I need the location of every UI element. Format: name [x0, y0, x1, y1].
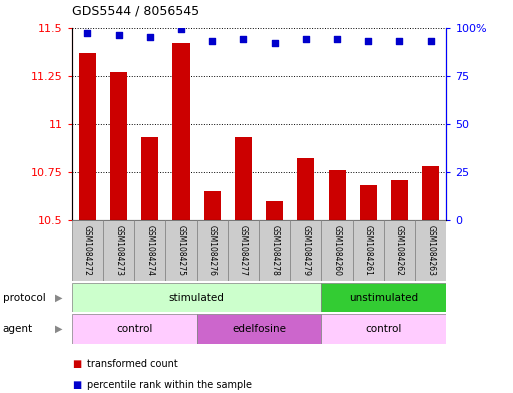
Bar — [196, 314, 322, 344]
Bar — [72, 314, 196, 344]
Text: GSM1084261: GSM1084261 — [364, 225, 373, 276]
Bar — [204, 191, 221, 220]
Bar — [322, 220, 353, 281]
Point — [146, 34, 154, 40]
Point — [114, 32, 123, 39]
Bar — [72, 283, 322, 312]
Bar — [172, 43, 190, 220]
Bar — [298, 158, 314, 220]
Text: ▶: ▶ — [55, 293, 63, 303]
Point — [427, 38, 435, 44]
Point — [302, 36, 310, 42]
Text: GSM1084272: GSM1084272 — [83, 225, 92, 276]
Text: GSM1084263: GSM1084263 — [426, 225, 435, 276]
Bar — [235, 137, 252, 220]
Bar — [228, 220, 259, 281]
Bar — [360, 185, 377, 220]
Bar — [110, 72, 127, 220]
Point — [396, 38, 404, 44]
Bar — [266, 201, 283, 220]
Bar — [328, 170, 346, 220]
Text: stimulated: stimulated — [169, 293, 225, 303]
Bar — [391, 180, 408, 220]
Text: GSM1084276: GSM1084276 — [208, 225, 217, 276]
Bar — [72, 220, 103, 281]
Text: agent: agent — [3, 324, 33, 334]
Text: GSM1084274: GSM1084274 — [145, 225, 154, 276]
Bar — [259, 220, 290, 281]
Bar — [422, 166, 439, 220]
Bar — [103, 220, 134, 281]
Bar — [353, 220, 384, 281]
Bar — [196, 220, 228, 281]
Text: GSM1084279: GSM1084279 — [301, 225, 310, 276]
Point — [270, 40, 279, 46]
Text: unstimulated: unstimulated — [349, 293, 419, 303]
Bar — [322, 283, 446, 312]
Bar — [384, 220, 415, 281]
Bar — [290, 220, 322, 281]
Text: GSM1084260: GSM1084260 — [332, 225, 342, 276]
Text: GDS5544 / 8056545: GDS5544 / 8056545 — [72, 5, 199, 18]
Text: control: control — [116, 324, 152, 334]
Text: GSM1084278: GSM1084278 — [270, 225, 279, 276]
Bar — [165, 220, 196, 281]
Point — [364, 38, 372, 44]
Text: GSM1084275: GSM1084275 — [176, 225, 186, 276]
Text: transformed count: transformed count — [87, 358, 178, 369]
Text: protocol: protocol — [3, 293, 45, 303]
Point — [240, 36, 248, 42]
Text: edelfosine: edelfosine — [232, 324, 286, 334]
Point — [177, 26, 185, 33]
Text: ■: ■ — [72, 358, 81, 369]
Text: ▶: ▶ — [55, 324, 63, 334]
Bar — [134, 220, 165, 281]
Text: ■: ■ — [72, 380, 81, 390]
Point — [208, 38, 216, 44]
Point — [83, 30, 91, 37]
Point — [333, 36, 341, 42]
Bar — [322, 314, 446, 344]
Text: percentile rank within the sample: percentile rank within the sample — [87, 380, 252, 390]
Text: GSM1084277: GSM1084277 — [239, 225, 248, 276]
Bar — [141, 137, 159, 220]
Text: control: control — [366, 324, 402, 334]
Bar — [415, 220, 446, 281]
Text: GSM1084262: GSM1084262 — [395, 225, 404, 276]
Bar — [79, 53, 96, 220]
Text: GSM1084273: GSM1084273 — [114, 225, 123, 276]
